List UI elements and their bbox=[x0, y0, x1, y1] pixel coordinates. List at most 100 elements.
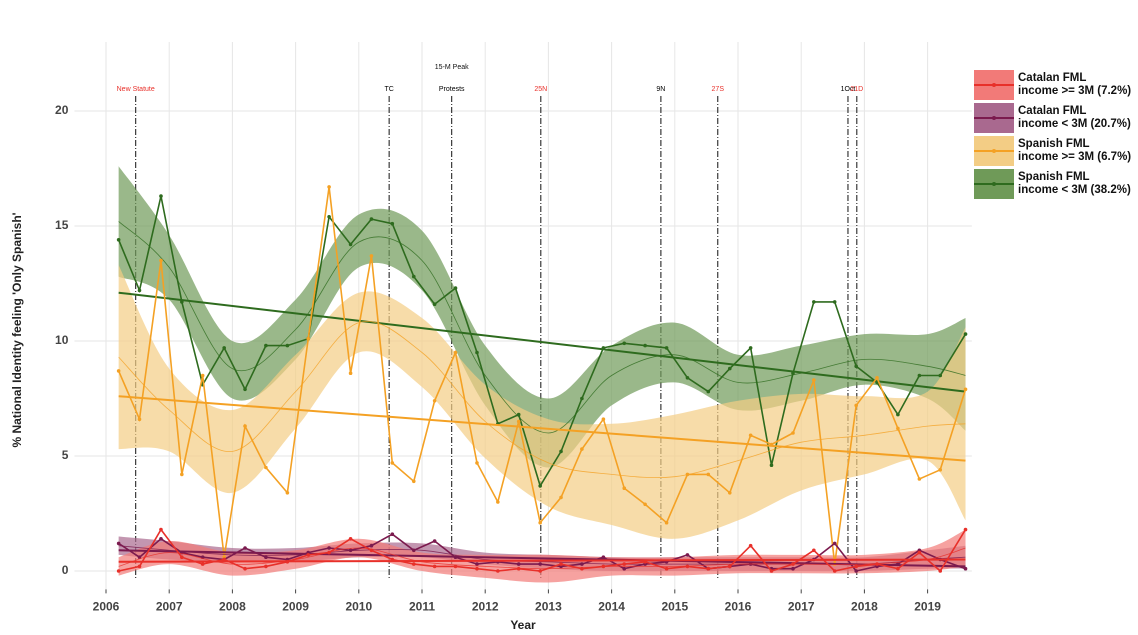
smooth-line bbox=[118, 547, 966, 570]
legend-entry: Catalan FML income < 3M (20.7%) bbox=[974, 101, 1136, 134]
data-point bbox=[200, 373, 205, 378]
data-point bbox=[917, 373, 922, 378]
data-point bbox=[769, 463, 774, 468]
data-point bbox=[222, 346, 226, 350]
confidence-band bbox=[118, 529, 966, 583]
data-point bbox=[559, 495, 563, 500]
data-point bbox=[832, 541, 837, 546]
data-point bbox=[643, 343, 647, 348]
data-point bbox=[285, 343, 290, 348]
trend-line bbox=[118, 558, 966, 563]
data-point bbox=[243, 566, 247, 571]
annotation: 15-M Peak bbox=[435, 64, 469, 71]
y-tick-label: 5 bbox=[62, 448, 69, 462]
trend-line bbox=[118, 395, 966, 462]
y-tick-label: 20 bbox=[55, 103, 69, 117]
y-axis-label: % National Identity feeling 'Only Spanis… bbox=[10, 212, 24, 447]
data-point bbox=[791, 566, 795, 571]
data-point bbox=[116, 369, 121, 373]
event-label: Protests bbox=[439, 86, 465, 93]
data-point bbox=[559, 562, 563, 566]
data-point bbox=[453, 286, 458, 290]
data-point bbox=[411, 548, 416, 553]
legend-swatch bbox=[974, 135, 1014, 166]
event-label: 21D bbox=[850, 86, 863, 93]
data-point bbox=[896, 412, 900, 417]
data-point bbox=[390, 532, 395, 536]
data-point bbox=[727, 366, 732, 371]
data-point bbox=[622, 486, 627, 491]
data-point bbox=[453, 350, 458, 355]
swatch-point bbox=[992, 148, 996, 153]
data-point bbox=[475, 350, 479, 355]
data-point bbox=[854, 569, 858, 573]
event-label: 25N bbox=[534, 86, 547, 93]
data-point bbox=[791, 562, 795, 566]
x-tick-label: 2018 bbox=[851, 600, 878, 614]
data-point bbox=[116, 238, 121, 242]
data-point bbox=[622, 566, 627, 571]
data-point bbox=[748, 543, 753, 548]
data-point bbox=[180, 555, 184, 559]
data-point bbox=[327, 185, 331, 189]
data-point bbox=[453, 564, 458, 569]
data-point bbox=[706, 389, 711, 394]
data-point bbox=[348, 548, 353, 553]
data-point bbox=[854, 564, 858, 569]
event-label: New Statute bbox=[117, 86, 155, 93]
data-point bbox=[559, 449, 563, 454]
legend-swatch bbox=[974, 102, 1014, 133]
x-tick-label: 2016 bbox=[725, 600, 752, 614]
smooth-line bbox=[118, 221, 966, 434]
data-point bbox=[327, 215, 331, 219]
data-point bbox=[875, 376, 879, 380]
data-point bbox=[516, 562, 521, 566]
data-point bbox=[791, 431, 795, 435]
data-point bbox=[938, 569, 943, 573]
data-point bbox=[180, 472, 184, 477]
x-tick-label: 2006 bbox=[93, 600, 120, 614]
data-point bbox=[411, 274, 416, 279]
data-point bbox=[812, 300, 816, 304]
swatch-point bbox=[992, 82, 996, 87]
trend-line bbox=[118, 549, 966, 568]
data-point bbox=[727, 564, 732, 569]
legend-label: Spanish FML income >= 3M (6.7%) bbox=[1018, 137, 1132, 163]
data-point bbox=[496, 500, 500, 504]
data-point bbox=[432, 399, 437, 403]
legend-label: Spanish FML income < 3M (38.2%) bbox=[1018, 170, 1131, 196]
data-point bbox=[601, 564, 606, 569]
confidence-band bbox=[118, 265, 966, 539]
data-point bbox=[622, 341, 627, 346]
data-point bbox=[411, 562, 416, 566]
data-point bbox=[963, 527, 968, 532]
data-point bbox=[369, 254, 374, 258]
data-point bbox=[685, 564, 690, 569]
data-point bbox=[580, 396, 584, 401]
data-point bbox=[538, 562, 542, 566]
data-point bbox=[243, 387, 247, 392]
legend-swatch bbox=[974, 168, 1014, 199]
data-point bbox=[285, 491, 290, 495]
data-point bbox=[348, 242, 353, 247]
legend-entry: Spanish FML income >= 3M (6.7%) bbox=[974, 134, 1136, 167]
data-point bbox=[706, 472, 711, 477]
data-point bbox=[116, 541, 121, 546]
x-tick-label: 2009 bbox=[282, 600, 309, 614]
swatch-point bbox=[992, 115, 996, 120]
data-point bbox=[432, 539, 437, 543]
data-point bbox=[963, 566, 968, 571]
data-point bbox=[664, 346, 669, 350]
data-point bbox=[664, 520, 669, 525]
data-point bbox=[243, 424, 247, 428]
data-point bbox=[137, 288, 142, 293]
data-point bbox=[496, 569, 500, 573]
data-point bbox=[327, 546, 331, 550]
confidence-band bbox=[118, 166, 966, 468]
data-point bbox=[706, 566, 711, 571]
legend-swatch bbox=[974, 69, 1014, 100]
data-point bbox=[685, 472, 690, 477]
legend-entry: Catalan FML income >= 3M (7.2%) bbox=[974, 68, 1136, 101]
data-point bbox=[369, 543, 374, 548]
